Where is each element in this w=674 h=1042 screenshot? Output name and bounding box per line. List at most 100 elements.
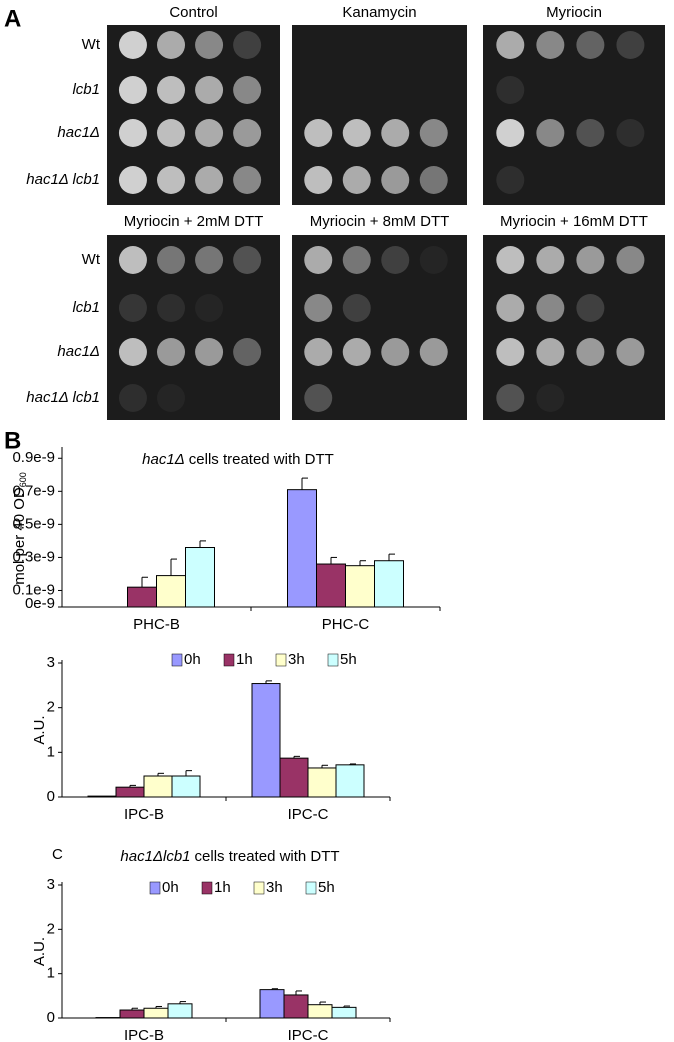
colony-spot [576, 31, 605, 59]
colony-spot [233, 338, 262, 366]
plate-title: Kanamycin [342, 4, 416, 21]
x-tick-label: IPC-C [288, 1027, 329, 1042]
colony-spot [195, 76, 224, 104]
y-tick-label: 0e-9 [25, 595, 55, 612]
legend-swatch [223, 653, 235, 667]
strain-label: Wt [82, 36, 101, 53]
y-tick-label: 0.3e-9 [12, 548, 55, 565]
colony-spot [496, 294, 525, 322]
bar [251, 683, 281, 798]
colony-spot [195, 294, 224, 322]
x-tick-label: IPC-C [288, 806, 329, 823]
colony-spot [576, 119, 605, 147]
colony-spot [233, 246, 262, 274]
bar [143, 1007, 169, 1019]
strain-label: Wt [82, 251, 101, 268]
colony-spot [536, 246, 565, 274]
y-label-text: A.U. [31, 715, 48, 744]
title-italic: hac1Δlcb1 [120, 848, 190, 865]
bar [127, 586, 157, 608]
bar [185, 547, 215, 608]
legend-label: 1h [214, 879, 231, 896]
bar [307, 1004, 333, 1019]
legend-swatch [171, 653, 183, 667]
colony-spot [536, 338, 565, 366]
bar [307, 767, 337, 798]
x-tick-label: IPC-B [124, 1027, 164, 1042]
colony-spot [233, 166, 262, 194]
colony-spot [536, 384, 565, 412]
strain-label: hac1Δ [57, 124, 100, 141]
legend-label: 0h [184, 651, 201, 668]
bar [156, 575, 186, 608]
title-text: cells treated with DTT [189, 451, 334, 468]
y-tick-label: 0 [47, 1009, 55, 1026]
strain-label: lcb1 [72, 299, 100, 316]
colony-spot [157, 294, 186, 322]
colony-spot [195, 166, 224, 194]
colony-spot [342, 294, 371, 322]
colony-spot [118, 31, 147, 59]
colony-spot [342, 166, 371, 194]
colony-spot [536, 119, 565, 147]
colony-spot [195, 338, 224, 366]
bar [345, 565, 375, 608]
colony-spot [233, 76, 262, 104]
colony-spot [616, 119, 645, 147]
bar [283, 994, 309, 1019]
y-tick-label: 0.9e-9 [12, 449, 55, 466]
chart-title: hac1Δ cells treated with DTT [142, 451, 334, 468]
colony-spot [381, 246, 410, 274]
legend-swatch [305, 881, 317, 895]
legend-label: 0h [162, 879, 179, 896]
colony-spot [576, 246, 605, 274]
plate-title: Myriocin + 8mM DTT [310, 213, 450, 230]
y-tick-label: 2 [47, 699, 55, 716]
colony-spot [118, 294, 147, 322]
y-tick-label: 1 [47, 965, 55, 982]
colony-spot [157, 31, 186, 59]
bar [316, 563, 346, 608]
colony-spot [118, 246, 147, 274]
bar [143, 775, 173, 798]
colony-spot [304, 119, 333, 147]
bar [279, 757, 309, 798]
bar [287, 489, 317, 608]
bar [119, 1009, 145, 1019]
colony-spot [304, 338, 333, 366]
strain-label: hac1Δ lcb1 [26, 171, 100, 188]
colony-spot [496, 76, 525, 104]
colony-spot [576, 338, 605, 366]
plate-title: Myriocin + 16mM DTT [500, 213, 648, 230]
strain-label: lcb1 [72, 81, 100, 98]
y-label-sub: 600 [18, 472, 28, 487]
colony-spot [381, 166, 410, 194]
legend-swatch [327, 653, 339, 667]
legend-swatch [275, 653, 287, 667]
x-tick-label: PHC-C [322, 616, 370, 633]
y-tick-label: 2 [47, 920, 55, 937]
bar [171, 775, 201, 798]
x-tick-label: PHC-B [133, 616, 180, 633]
y-tick-label: 0 [47, 788, 55, 805]
colony-spot [419, 119, 448, 147]
plate-title: Control [169, 4, 217, 21]
legend-swatch [201, 881, 213, 895]
colony-spot [157, 166, 186, 194]
colony-spot [419, 166, 448, 194]
colony-spot [195, 119, 224, 147]
colony-spot [157, 246, 186, 274]
panel-label: A [4, 5, 21, 32]
colony-spot [118, 76, 147, 104]
bar [335, 764, 365, 798]
plate-title: Myriocin + 2mM DTT [124, 213, 264, 230]
y-label-text: A.U. [31, 937, 48, 966]
colony-spot [233, 31, 262, 59]
colony-spot [496, 31, 525, 59]
colony-spot [118, 338, 147, 366]
legend-label: 5h [318, 879, 335, 896]
y-axis-label: A.U. [31, 937, 48, 966]
colony-spot [304, 166, 333, 194]
strain-label: hac1Δ lcb1 [26, 389, 100, 406]
colony-spot [381, 119, 410, 147]
